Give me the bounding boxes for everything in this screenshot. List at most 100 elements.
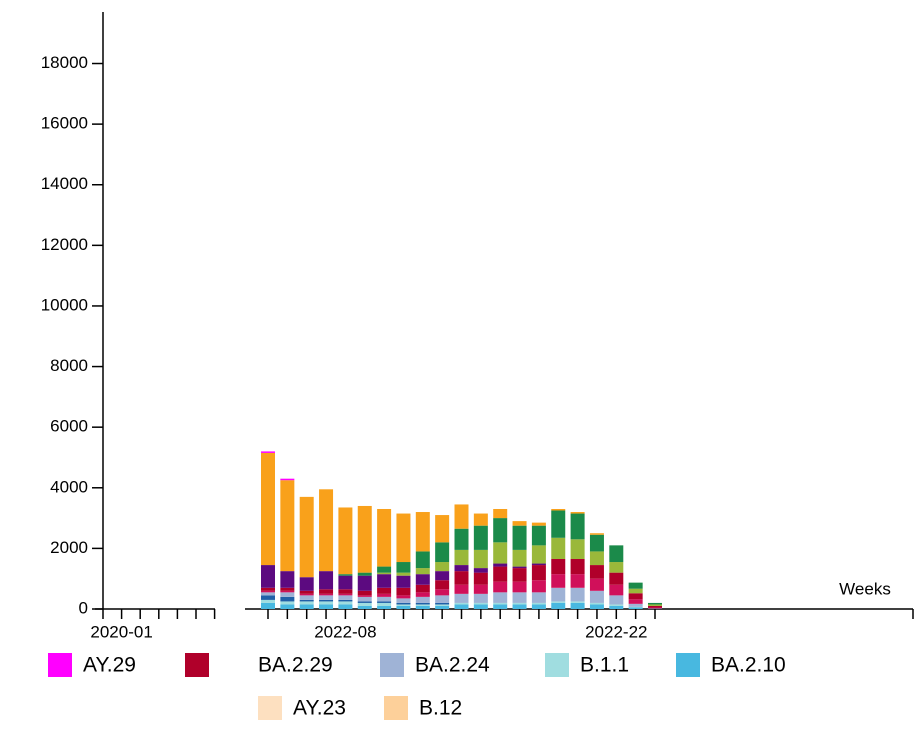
bar-segment (455, 529, 469, 550)
legend-swatch (676, 653, 700, 677)
bar-segment (455, 594, 469, 603)
bar-segment (648, 606, 662, 608)
legend-label: AY.29 (83, 654, 136, 677)
bar-segment (474, 594, 488, 603)
bar-segment (358, 576, 372, 591)
legend-label: AY.23 (293, 697, 346, 720)
bar-segment (280, 588, 294, 591)
legend-label: BA.2.10 (711, 654, 786, 677)
bar-segment (338, 601, 352, 604)
bar-segment (377, 509, 391, 567)
y-tick-label: 2000 (50, 538, 88, 557)
bar-segment (416, 597, 430, 603)
bar-segment (532, 565, 546, 580)
bar-segment (396, 576, 410, 588)
bar-segment (358, 573, 372, 576)
bar-segment (396, 562, 410, 573)
y-tick-label: 16000 (41, 114, 88, 133)
bar-segment (629, 604, 643, 607)
legend-swatch (48, 653, 72, 677)
bar-segment (493, 567, 507, 582)
bar-segment (416, 603, 430, 605)
bar-segment (455, 571, 469, 585)
bar-segment (513, 603, 527, 605)
bar-segment (280, 571, 294, 588)
bar-segment (377, 603, 391, 606)
bar-segment (648, 603, 662, 605)
bar-segment (455, 603, 469, 605)
bar-segment (396, 606, 410, 609)
bar-segment (609, 562, 623, 573)
bar-segment (319, 489, 333, 571)
bar-segment (261, 453, 275, 565)
bar-segment (493, 542, 507, 563)
bar-segment (435, 604, 449, 606)
bar-segment (377, 601, 391, 603)
bar-segment (590, 565, 604, 579)
bar-segment (551, 574, 565, 588)
bar-segment (377, 588, 391, 594)
bar-segment (609, 545, 623, 562)
bar-segment (358, 506, 372, 573)
bar-segment (513, 567, 527, 569)
bar-segment (435, 562, 449, 571)
bar-segment (338, 589, 352, 594)
legend-swatch (380, 653, 404, 677)
bar-segment (474, 550, 488, 568)
bar-segment (300, 591, 314, 594)
bar-segment (455, 565, 469, 571)
bar-segment (435, 542, 449, 562)
bar-segment (338, 594, 352, 596)
bar-segment (571, 559, 585, 574)
bar-segment (532, 580, 546, 592)
legend-swatch (185, 653, 209, 677)
bar-segment (435, 580, 449, 589)
bar-segment (474, 603, 488, 605)
bar-segment (493, 582, 507, 593)
bar-segment (300, 595, 314, 600)
bar-segment (435, 595, 449, 603)
y-tick-label: 4000 (50, 477, 88, 496)
bar-segment (377, 574, 391, 588)
bar-segment (493, 518, 507, 542)
bar-segment (474, 573, 488, 585)
bar-segment (609, 585, 623, 596)
bar-segment (319, 571, 333, 589)
bar-segment (338, 595, 352, 600)
bar-segment (513, 550, 527, 567)
bar-segment (261, 565, 275, 588)
bar-segment (455, 604, 469, 609)
bar-segment (571, 539, 585, 559)
bar-segment (551, 601, 565, 603)
bar-segment (493, 509, 507, 518)
bar-segment (609, 573, 623, 585)
bar-segment (571, 603, 585, 609)
bar-segment (551, 511, 565, 538)
y-tick-label: 18000 (41, 53, 88, 72)
bar-segment (590, 579, 604, 591)
bar-segment (571, 588, 585, 602)
bar-segment (513, 592, 527, 603)
bar-segment (280, 601, 294, 604)
bar-segment (338, 507, 352, 574)
bar-segment (551, 559, 565, 574)
bar-segment (416, 568, 430, 574)
bar-segment (319, 604, 333, 609)
bar-segment (571, 601, 585, 603)
bar-segment (629, 607, 643, 609)
bar-segment (493, 604, 507, 609)
bar-segment (609, 595, 623, 604)
bar-segment (358, 591, 372, 596)
bar-segment (474, 526, 488, 550)
bar-segment (377, 567, 391, 573)
bar-segment (435, 515, 449, 542)
bar-segment (377, 573, 391, 575)
bar-segment (319, 600, 333, 602)
bar-segment (261, 603, 275, 609)
bar-segment (493, 603, 507, 605)
bar-segment (551, 509, 565, 511)
legend-swatch (258, 696, 282, 720)
bar-segment (358, 601, 372, 603)
bar-segment (338, 600, 352, 602)
bar-segment (280, 604, 294, 609)
